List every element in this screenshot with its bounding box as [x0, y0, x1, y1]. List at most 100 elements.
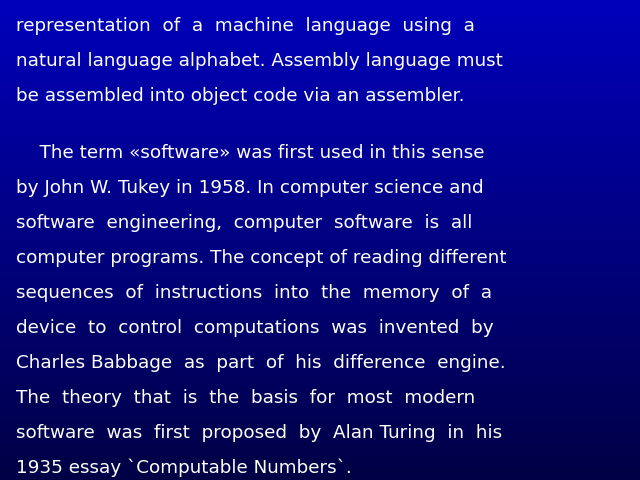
Bar [0, 50, 640, 53]
Bar [0, 182, 640, 185]
Bar [0, 257, 640, 259]
Bar [0, 254, 640, 257]
Bar [0, 370, 640, 372]
Bar [0, 415, 640, 418]
Bar [0, 240, 640, 242]
Bar [0, 310, 640, 312]
Bar [0, 374, 640, 377]
Bar [0, 158, 640, 161]
Bar [0, 127, 640, 130]
Bar [0, 70, 640, 72]
Bar [0, 84, 640, 86]
Bar [0, 274, 640, 276]
Bar [0, 86, 640, 89]
Bar [0, 238, 640, 240]
Bar [0, 314, 640, 317]
Bar [0, 46, 640, 48]
Bar [0, 72, 640, 74]
Bar [0, 185, 640, 187]
Bar [0, 151, 640, 154]
Bar [0, 144, 640, 146]
Bar [0, 110, 640, 113]
Bar [0, 434, 640, 437]
Bar [0, 278, 640, 281]
Bar [0, 146, 640, 149]
Bar [0, 432, 640, 434]
Bar [0, 197, 640, 199]
Bar [0, 130, 640, 132]
Bar [0, 336, 640, 338]
Bar [0, 377, 640, 379]
Bar [0, 206, 640, 209]
Bar [0, 343, 640, 346]
Bar [0, 192, 640, 194]
Bar [0, 425, 640, 427]
Bar [0, 307, 640, 310]
Bar [0, 322, 640, 324]
Bar [0, 0, 640, 2]
Bar [0, 331, 640, 334]
Bar [0, 418, 640, 420]
Bar [0, 134, 640, 137]
Bar [0, 137, 640, 139]
Bar [0, 348, 640, 350]
Bar [0, 300, 640, 302]
Text: software  was  first  proposed  by  Alan Turing  in  his: software was first proposed by Alan Turi… [16, 424, 502, 442]
Bar [0, 473, 640, 475]
Bar [0, 74, 640, 77]
Bar [0, 384, 640, 386]
Text: device  to  control  computations  was  invented  by: device to control computations was inven… [16, 319, 493, 336]
Bar [0, 235, 640, 238]
Bar [0, 403, 640, 406]
Bar [0, 365, 640, 367]
Bar [0, 7, 640, 10]
Bar [0, 190, 640, 192]
Bar [0, 103, 640, 106]
Bar [0, 283, 640, 286]
Bar [0, 312, 640, 314]
Bar [0, 94, 640, 96]
Bar [0, 2, 640, 5]
Bar [0, 79, 640, 82]
Bar [0, 91, 640, 94]
Bar [0, 259, 640, 262]
Bar [0, 132, 640, 134]
Bar [0, 221, 640, 223]
Bar [0, 355, 640, 358]
Bar [0, 386, 640, 389]
Text: sequences  of  instructions  into  the  memory  of  a: sequences of instructions into the memor… [16, 284, 492, 301]
Bar [0, 334, 640, 336]
Bar [0, 413, 640, 415]
Bar [0, 305, 640, 307]
Bar [0, 106, 640, 108]
Bar [0, 317, 640, 319]
Bar [0, 14, 640, 17]
Bar [0, 67, 640, 70]
Bar [0, 29, 640, 31]
Bar [0, 139, 640, 142]
Bar [0, 422, 640, 425]
Bar [0, 115, 640, 118]
Bar [0, 252, 640, 254]
Bar [0, 218, 640, 221]
Bar [0, 461, 640, 463]
Bar [0, 48, 640, 50]
Bar [0, 77, 640, 79]
Bar [0, 10, 640, 12]
Bar [0, 214, 640, 216]
Bar [0, 329, 640, 331]
Bar [0, 439, 640, 442]
Bar [0, 53, 640, 55]
Bar [0, 420, 640, 422]
Bar [0, 266, 640, 269]
Text: The term «software» was first used in this sense: The term «software» was first used in th… [16, 144, 484, 161]
Bar [0, 161, 640, 163]
Text: computer programs. The concept of reading different: computer programs. The concept of readin… [16, 249, 507, 266]
Bar [0, 89, 640, 91]
Text: be assembled into object code via an assembler.: be assembled into object code via an ass… [16, 87, 465, 105]
Bar [0, 367, 640, 370]
Bar [0, 19, 640, 22]
Bar [0, 264, 640, 266]
Bar [0, 36, 640, 38]
Bar [0, 319, 640, 322]
